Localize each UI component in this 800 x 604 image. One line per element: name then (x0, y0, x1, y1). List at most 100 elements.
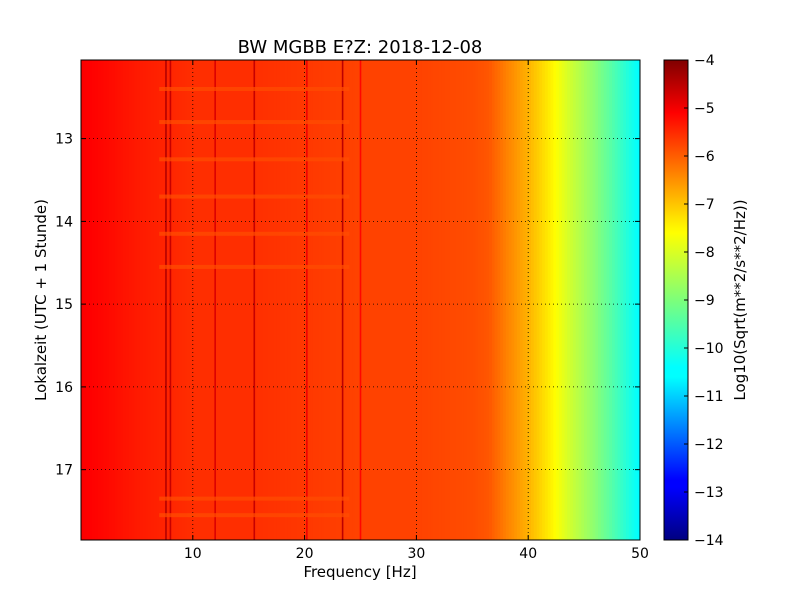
heatmap-strip (97, 60, 102, 540)
heatmap-strip (89, 60, 93, 540)
heatmap-strip (620, 60, 624, 540)
time-bands (159, 86, 350, 518)
heatmap-strip (374, 60, 378, 540)
x-tick-label: 10 (184, 546, 202, 562)
heatmap-strip (108, 60, 113, 540)
heatmap-strip (385, 60, 390, 540)
grid-lines (81, 60, 640, 540)
heatmap-strip (391, 60, 395, 540)
time-band (159, 157, 350, 162)
heatmap-strip (254, 60, 258, 540)
heatmap-strip (475, 60, 479, 540)
heatmap-strip (589, 60, 594, 540)
heatmap-strip (531, 60, 535, 540)
heatmap-strip (153, 60, 158, 540)
heatmap-strip (234, 60, 239, 540)
heatmap-strip (469, 60, 473, 540)
x-tick-label: 50 (631, 546, 649, 562)
heatmap-strip (458, 60, 462, 540)
heatmap-strip (287, 60, 292, 540)
time-band (159, 496, 350, 501)
heatmap-strip (505, 60, 510, 540)
heatmap-strip (623, 60, 627, 540)
colorbar-gradient (663, 59, 689, 541)
heatmap-strip (187, 60, 191, 540)
heatmap-strip (81, 60, 85, 540)
heatmap-strip (614, 60, 619, 540)
spectral-lines (165, 60, 362, 540)
heatmap-strip (92, 60, 96, 540)
heatmap-strip (181, 60, 186, 540)
heatmap-strip (178, 60, 183, 540)
heatmap-strip (558, 60, 563, 540)
heatmap-strip (209, 60, 213, 540)
heatmap-strip (162, 60, 166, 540)
y-tick-label: 13 (55, 132, 73, 148)
colorbar-tick-label: −14 (694, 533, 724, 549)
colorbar-tick-label: −13 (694, 485, 724, 501)
heatmap-strip (198, 60, 202, 540)
heatmap-strip (497, 60, 501, 540)
heatmap-strip (318, 60, 322, 540)
heatmap-strip (349, 60, 353, 540)
heatmap-strip (455, 60, 459, 540)
x-tick-label: 40 (519, 546, 537, 562)
heatmap-strip (410, 60, 415, 540)
heatmap-strip (533, 60, 538, 540)
heatmap-strip (503, 60, 507, 540)
colorbar-label: Log10(Sqrt(m**2/s**2/Hz)) (731, 199, 749, 400)
heatmap-strip (360, 60, 364, 540)
heatmap-strip (245, 60, 250, 540)
colorbar-tick-label: −9 (694, 293, 715, 309)
heatmap-strip (637, 60, 640, 540)
heatmap-strip (435, 60, 440, 540)
heatmap-strip (463, 60, 468, 540)
heatmap-strip (321, 60, 325, 540)
heatmap-strip (86, 60, 90, 540)
heatmap-strip (419, 60, 423, 540)
heatmap-strip (150, 60, 155, 540)
heatmap-strip (159, 60, 163, 540)
heatmap-strip (226, 60, 230, 540)
heatmap-strip (312, 60, 317, 540)
heatmap-strip (343, 60, 348, 540)
heatmap-strip (394, 60, 398, 540)
heatmap-strip (220, 60, 225, 540)
heatmap-strip (134, 60, 138, 540)
colorbar-tick-label: −10 (694, 341, 724, 357)
heatmap-strip (452, 60, 457, 540)
heatmap-strip (273, 60, 278, 540)
heatmap-strip (268, 60, 272, 540)
heatmap-strip (324, 60, 328, 540)
heatmap-strip (346, 60, 350, 540)
heatmap-strip (296, 60, 300, 540)
heatmap-strip (145, 60, 149, 540)
heatmap-strip (114, 60, 118, 540)
heatmap-strip (536, 60, 540, 540)
heatmap-strip (433, 60, 437, 540)
heatmap-strip (511, 60, 515, 540)
heatmap-strip (265, 60, 269, 540)
heatmap-strip (416, 60, 420, 540)
heatmap-strip (421, 60, 426, 540)
heatmap-strip (120, 60, 124, 540)
y-tick-label: 15 (55, 297, 73, 313)
heatmap-strip (542, 60, 546, 540)
heatmap-strip (486, 60, 490, 540)
heatmap-strip (525, 60, 529, 540)
heatmap-strip (413, 60, 417, 540)
heatmap-strip (248, 60, 253, 540)
colorbar-tick-label: −6 (694, 149, 715, 165)
heatmap-strip (259, 60, 264, 540)
heatmap-strip (301, 60, 306, 540)
heatmap-strip (584, 60, 588, 540)
heatmap-strip (581, 60, 585, 540)
colorbar-tick-label: −4 (694, 53, 715, 69)
y-tick-label: 14 (55, 214, 73, 230)
heatmap-strip (195, 60, 199, 540)
heatmap-strip (553, 60, 557, 540)
heatmap-strip (217, 60, 222, 540)
heatmap-strip (449, 60, 454, 540)
heatmap-strip (494, 60, 499, 540)
heatmap-strip (170, 60, 174, 540)
